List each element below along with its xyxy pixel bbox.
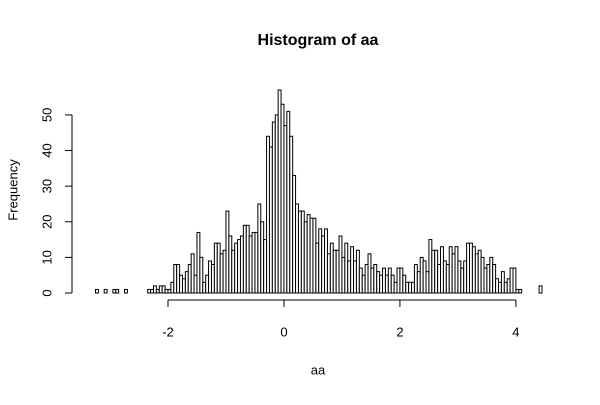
y-tick-label: 20 xyxy=(39,215,54,229)
bar xyxy=(538,285,543,294)
x-tick-label: 0 xyxy=(280,324,287,339)
x-tick-label: -2 xyxy=(162,324,174,339)
chart-title: Histogram of aa xyxy=(258,32,379,49)
bar xyxy=(518,288,523,294)
y-tick-label: 40 xyxy=(39,143,54,157)
bar xyxy=(199,256,204,294)
bar xyxy=(115,288,120,294)
y-tick-label: 10 xyxy=(39,250,54,264)
bar xyxy=(95,288,99,294)
bar xyxy=(190,253,195,294)
bar xyxy=(123,288,128,294)
bar xyxy=(512,267,517,294)
x-axis-label: aa xyxy=(311,362,326,377)
y-tick-label: 0 xyxy=(39,289,54,296)
y-tick-label: 30 xyxy=(39,179,54,193)
x-tick-label: 2 xyxy=(396,324,403,339)
y-tick-label: 50 xyxy=(39,108,54,122)
x-tick-label: 4 xyxy=(512,324,519,339)
y-axis-label: Frequency xyxy=(5,159,20,221)
bar xyxy=(103,288,108,294)
